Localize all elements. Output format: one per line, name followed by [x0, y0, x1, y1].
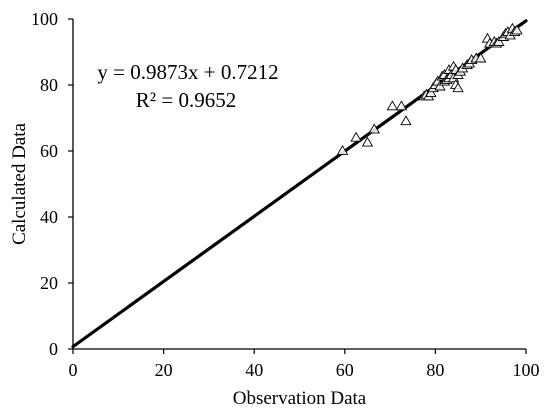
y-tick-label: 20 [40, 273, 58, 293]
x-tick-label: 80 [426, 360, 444, 380]
data-point [493, 35, 505, 46]
x-tick-label: 20 [155, 360, 173, 380]
y-tick-label: 80 [40, 75, 58, 95]
data-points-layer [336, 22, 523, 155]
y-tick-label: 60 [40, 141, 58, 161]
y-tick-label: 40 [40, 207, 58, 227]
x-tick-label: 100 [513, 360, 540, 380]
x-axis-title: Observation Data [233, 388, 367, 409]
x-tick-label: 40 [245, 360, 263, 380]
data-point [361, 136, 374, 147]
data-point [368, 123, 380, 134]
r-squared-label: R² = 0.9652 [136, 88, 236, 112]
data-point [434, 80, 446, 91]
data-point [395, 100, 408, 111]
y-axis-title: Calculated Data [9, 123, 30, 245]
data-point [511, 24, 523, 35]
data-point [452, 82, 464, 93]
data-point [425, 87, 437, 98]
trendline-equation: y = 0.9873x + 0.7212 [97, 60, 278, 84]
ticks-layer: 0 20 40 60 80 100 0 20 40 60 80 100 [31, 9, 540, 380]
data-point [336, 144, 349, 155]
data-point [400, 115, 412, 126]
x-tick-label: 60 [336, 360, 354, 380]
data-point [475, 52, 487, 63]
axes-layer [72, 19, 526, 350]
data-point [386, 100, 399, 111]
y-tick-label: 0 [49, 339, 58, 359]
y-tick-label: 100 [31, 9, 58, 29]
x-tick-label: 0 [69, 360, 78, 380]
data-point [350, 131, 362, 142]
